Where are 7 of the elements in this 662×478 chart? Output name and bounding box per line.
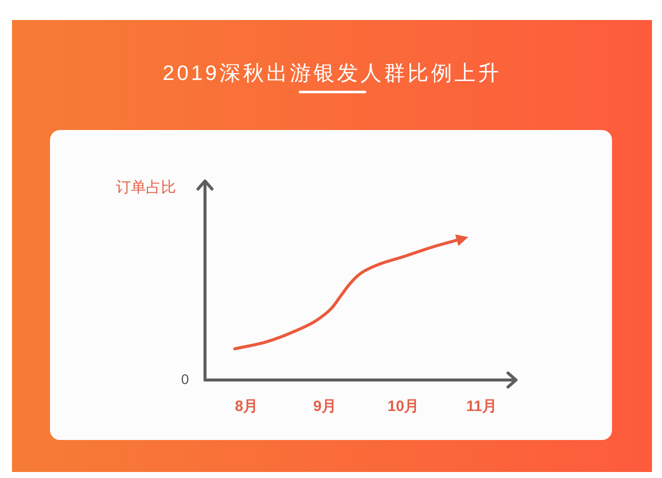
x-tick-label: 9月	[313, 398, 337, 415]
x-tick-label: 8月	[234, 398, 258, 415]
annotation: 0	[181, 371, 189, 387]
title: 2019深秋出游银发人群比例上升	[162, 62, 502, 85]
x-tick-label: 11月	[466, 398, 498, 415]
ylabel: 订单占比	[116, 179, 176, 196]
x-tick-label: 10月	[388, 398, 420, 415]
